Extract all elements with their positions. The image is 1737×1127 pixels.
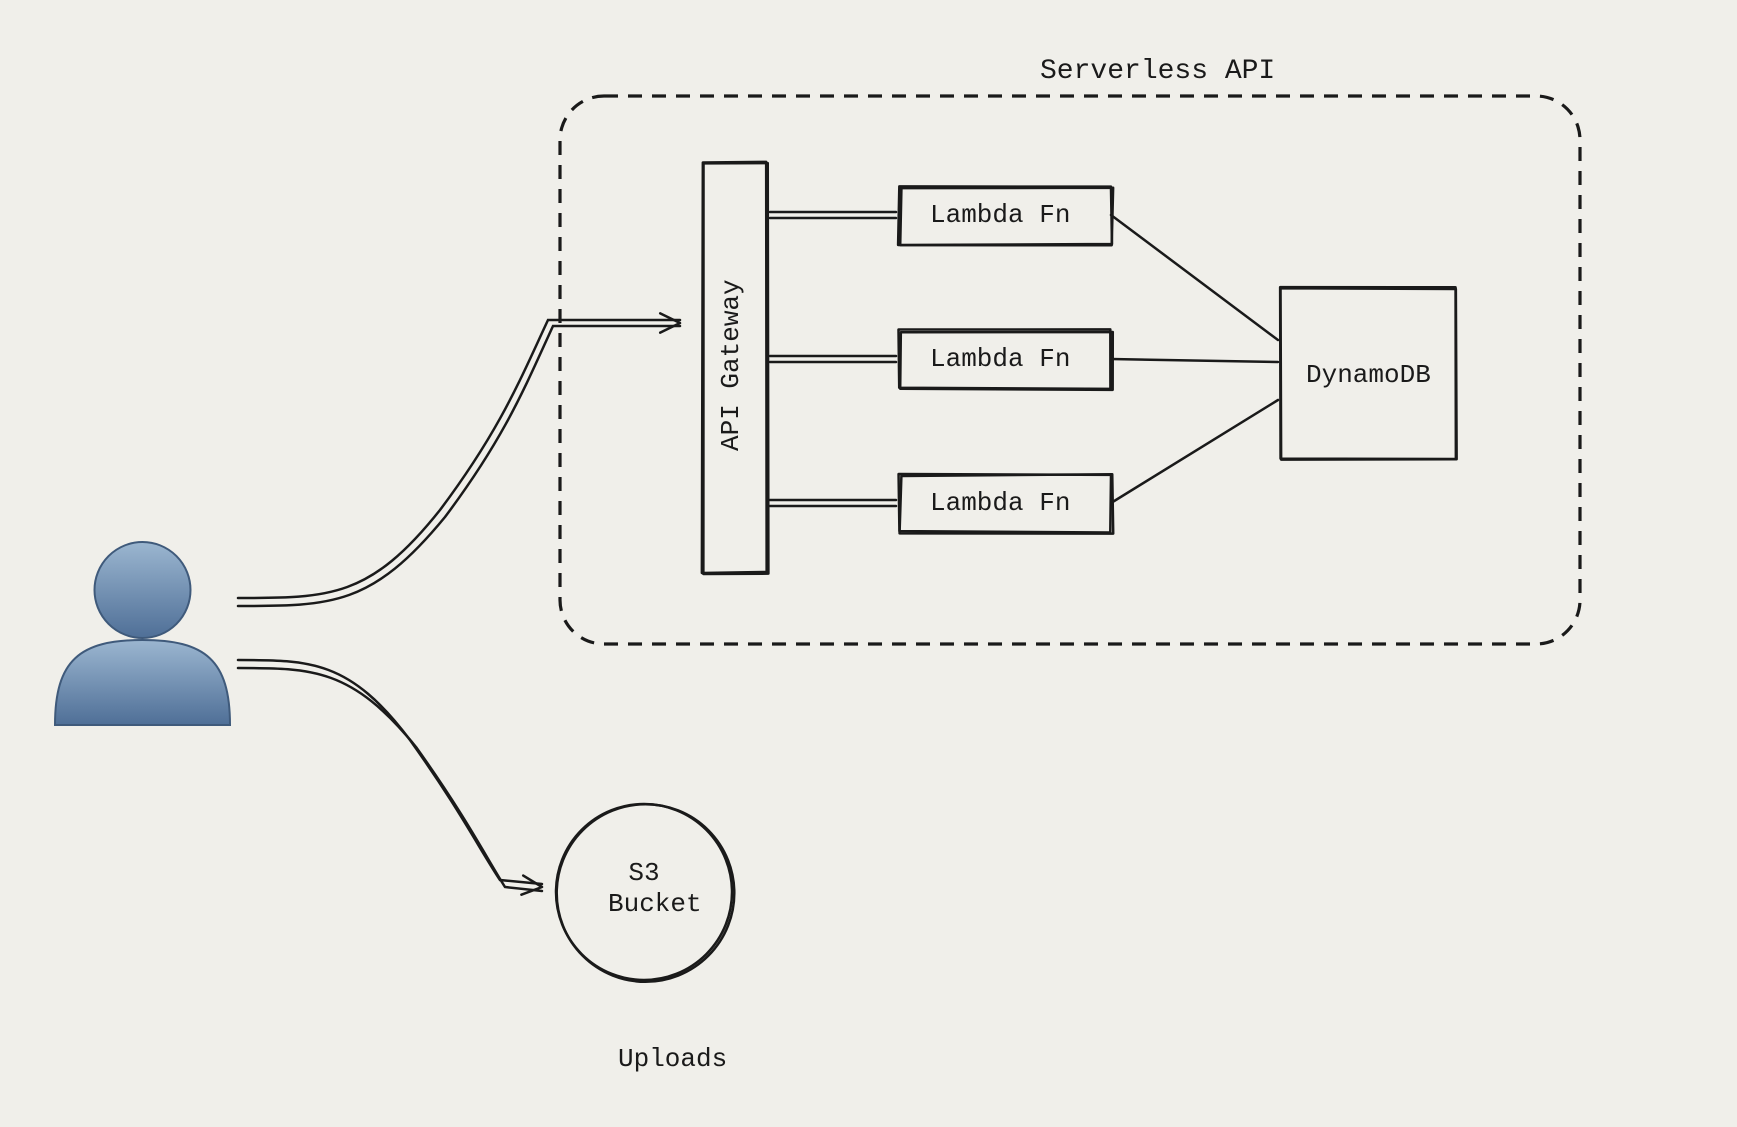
edge: [238, 660, 542, 884]
dynamodb-label: DynamoDB: [1306, 360, 1431, 390]
diagram-stage: Serverless API API Gateway Lambda Fn Lam…: [0, 0, 1737, 1127]
group-title: Serverless API: [1040, 56, 1275, 87]
s3-label: S3 Bucket: [608, 858, 680, 920]
diagram-svg: [0, 0, 1737, 1127]
lambda2-label: Lambda Fn: [930, 344, 1070, 374]
user-icon: [55, 542, 230, 725]
api-gateway-label: API Gateway: [716, 260, 746, 470]
uploads-label: Uploads: [618, 1044, 727, 1074]
edge: [238, 320, 680, 598]
lambda1-label: Lambda Fn: [930, 200, 1070, 230]
lambda3-label: Lambda Fn: [930, 488, 1070, 518]
